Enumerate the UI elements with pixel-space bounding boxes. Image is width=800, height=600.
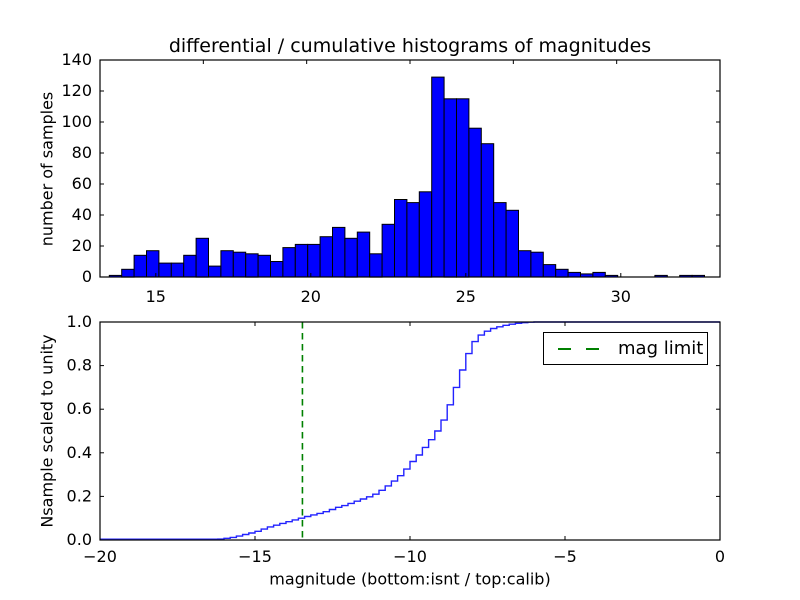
histogram-bar xyxy=(195,237,210,278)
y-tick-label: 20 xyxy=(72,236,92,255)
histogram-bar xyxy=(158,262,172,278)
histogram-bar xyxy=(480,143,495,278)
legend-label: mag limit xyxy=(618,338,704,359)
histogram-bar xyxy=(505,209,520,278)
x-tick-label: 0 xyxy=(715,547,725,566)
histogram-bar xyxy=(245,253,259,278)
histogram-bar xyxy=(332,226,346,278)
y-tick-label: 0.2 xyxy=(67,486,92,505)
y-tick-label: 140 xyxy=(61,50,92,69)
histogram-bar xyxy=(133,254,148,278)
histogram-bar xyxy=(394,199,408,278)
cumulative-curve xyxy=(100,321,720,540)
y-tick-label: 0.6 xyxy=(67,399,92,418)
x-tick-label: −20 xyxy=(83,547,117,566)
histogram-bar xyxy=(183,254,197,278)
y-tick-label: 40 xyxy=(72,205,92,224)
x-tick-label: 20 xyxy=(301,287,321,306)
histogram-bar xyxy=(319,236,334,278)
y-tick-label: 60 xyxy=(72,174,92,193)
x-tick-label: −15 xyxy=(238,547,272,566)
y-tick-label: 80 xyxy=(72,143,92,162)
legend-box: mag limit xyxy=(543,332,708,365)
histogram-bar xyxy=(542,264,557,278)
y-tick-label: 0.8 xyxy=(67,356,92,375)
y-tick-label: 0.0 xyxy=(67,530,92,549)
histogram-bar xyxy=(282,247,296,278)
histogram-bar xyxy=(493,202,507,278)
histogram-bar xyxy=(468,127,482,278)
histogram-bar xyxy=(431,76,445,278)
histogram-bar xyxy=(443,98,458,278)
histogram-bar xyxy=(555,268,569,278)
histogram-bar xyxy=(121,268,135,278)
x-axis-label: magnitude (bottom:isnt / top:calib) xyxy=(269,569,551,589)
histogram-bar xyxy=(270,261,284,278)
y-tick-label: 0 xyxy=(82,267,92,286)
x-tick-label: −10 xyxy=(393,547,427,566)
histogram-bar xyxy=(518,250,532,278)
histogram-bar xyxy=(418,191,433,278)
x-tick-label: −5 xyxy=(553,547,577,566)
legend-dashed-line-sample xyxy=(558,347,602,350)
x-tick-label: 30 xyxy=(611,287,631,306)
histogram-bar xyxy=(381,223,396,278)
histogram-bar xyxy=(344,237,358,278)
histogram-bar xyxy=(592,271,606,278)
y-tick-label: 100 xyxy=(61,112,92,131)
histogram-bar xyxy=(567,271,581,278)
y-tick-label: 0.4 xyxy=(67,443,92,462)
chart-title: differential / cumulative histograms of … xyxy=(168,35,652,57)
histogram-bar xyxy=(220,250,234,278)
histogram-bar xyxy=(146,250,160,278)
x-tick-label: 25 xyxy=(456,287,476,306)
histogram-bar xyxy=(208,265,222,278)
y-tick-label: 1.0 xyxy=(67,312,92,331)
histogram-bar xyxy=(294,243,309,278)
histogram-bar xyxy=(307,243,321,278)
histogram-bar xyxy=(257,254,272,278)
histogram-bar xyxy=(456,98,470,278)
histogram-bar xyxy=(406,202,420,278)
histogram-bar xyxy=(530,251,544,278)
histogram-bar xyxy=(170,262,185,278)
histogram-bar xyxy=(232,251,247,278)
x-tick-label: 15 xyxy=(146,287,166,306)
histogram-bar xyxy=(369,253,383,278)
y-tick-label: 120 xyxy=(61,81,92,100)
histogram-bar xyxy=(356,231,371,278)
